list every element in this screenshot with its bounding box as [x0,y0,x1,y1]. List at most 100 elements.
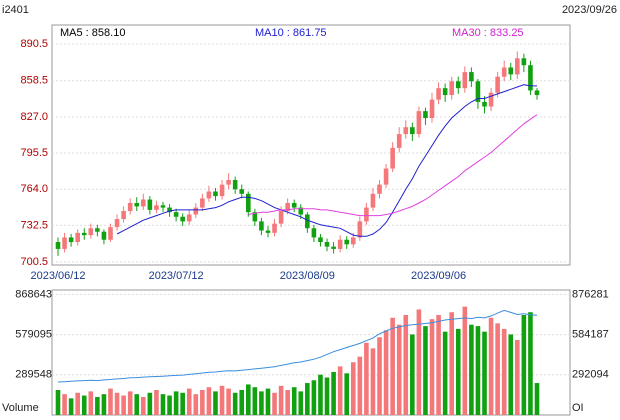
candle-body [442,88,448,96]
candle-body [180,216,185,222]
candle-body [200,198,205,208]
volume-bar [331,371,336,415]
volume-bar [370,348,376,415]
volume-bar [390,317,395,415]
candle-body [357,221,363,238]
x-tick-label: 2023/07/12 [149,270,204,282]
volume-bar [324,377,330,415]
volume-bar [488,317,494,415]
volume-bar [508,334,514,415]
volume-bar [436,315,441,415]
candle-body [252,212,258,222]
volume-bar [68,398,74,415]
chart-date: 2023/09/26 [562,4,617,16]
volume-bar [521,315,527,415]
volume-bar [121,395,126,415]
candle-body [423,111,428,119]
candle-body [534,90,540,96]
volume-bar [55,390,61,415]
volume-bar [396,324,402,415]
candle-body [219,184,225,197]
volume-bar [442,331,448,415]
y-axis-label: Volume [2,402,39,414]
x-tick-label: 2023/06/12 [30,270,85,282]
volume-bar [495,323,500,415]
volume-bar [265,388,271,415]
candle-body [272,223,277,233]
candle-body [390,147,395,169]
candle-body [521,58,527,66]
volume-bar [291,387,297,415]
candle-body [331,246,336,249]
y-tick-label: 890.5 [20,38,48,50]
legend-label: MA5 : 858.10 [60,27,125,39]
candle-body [193,207,199,215]
volume-bar [81,395,87,415]
candle-body [370,193,376,208]
volume-bar [305,383,310,415]
candle-body [469,72,474,82]
candle-body [495,76,500,93]
candle-body [350,237,356,245]
candle-body [488,92,494,107]
volume-bar [193,394,199,415]
candle-body [501,67,507,77]
candle-body [108,227,113,240]
legend-label: MA10 : 861.75 [255,27,327,39]
y2-axis-label: OI [572,402,584,414]
volume-bar [423,326,428,415]
volume-frame [51,289,571,416]
y-tick-label: 700.5 [20,256,48,268]
volume-bar [475,326,481,415]
volume-bar [167,395,172,415]
legend-label: MA30 : 833.25 [452,27,524,39]
volume-bar [173,391,179,415]
volume-bar [364,342,369,415]
volume-bar [416,309,422,415]
candle-body [429,99,435,119]
candle-body [88,228,94,236]
volume-bar [75,392,80,415]
y-tick-label: 732.5 [20,219,48,231]
candle-body [455,81,461,89]
x-tick-label: 2023/08/09 [280,270,335,282]
volume-bar [154,390,159,415]
volume-bar [515,340,520,415]
volume-bar [455,328,461,415]
candle-body [396,134,402,148]
volume-bar [206,387,212,415]
candle-body [245,193,251,213]
candle-body [377,184,382,194]
volume-bar [534,383,540,415]
candle-body [311,228,317,238]
volume-bar [213,391,218,415]
volume-bar [88,391,94,415]
candle-body [101,231,107,240]
candle-body [167,207,172,213]
candle-body [436,88,441,100]
candle-body [364,207,369,222]
volume-bar [285,390,290,415]
volume-bar [226,388,231,415]
volume-bar [186,388,192,415]
candle-body [259,221,264,231]
candle-body [278,211,284,224]
volume-bar [462,306,468,415]
volume-bar [337,366,343,415]
candle-body [410,127,415,135]
volume-bar [141,396,146,415]
candle-body [482,101,487,107]
candle-body [206,191,212,199]
price-frame [51,24,571,266]
candle-body [403,127,409,135]
volume-bar [410,334,415,415]
volume-bar [318,374,323,415]
candle-body [449,81,454,96]
ma-line [116,84,537,237]
candle-body [95,228,100,232]
volume-bar [344,373,350,415]
volume-bar [383,330,389,415]
volume-bar [298,391,304,415]
x-tick-label: 2023/09/06 [411,270,466,282]
